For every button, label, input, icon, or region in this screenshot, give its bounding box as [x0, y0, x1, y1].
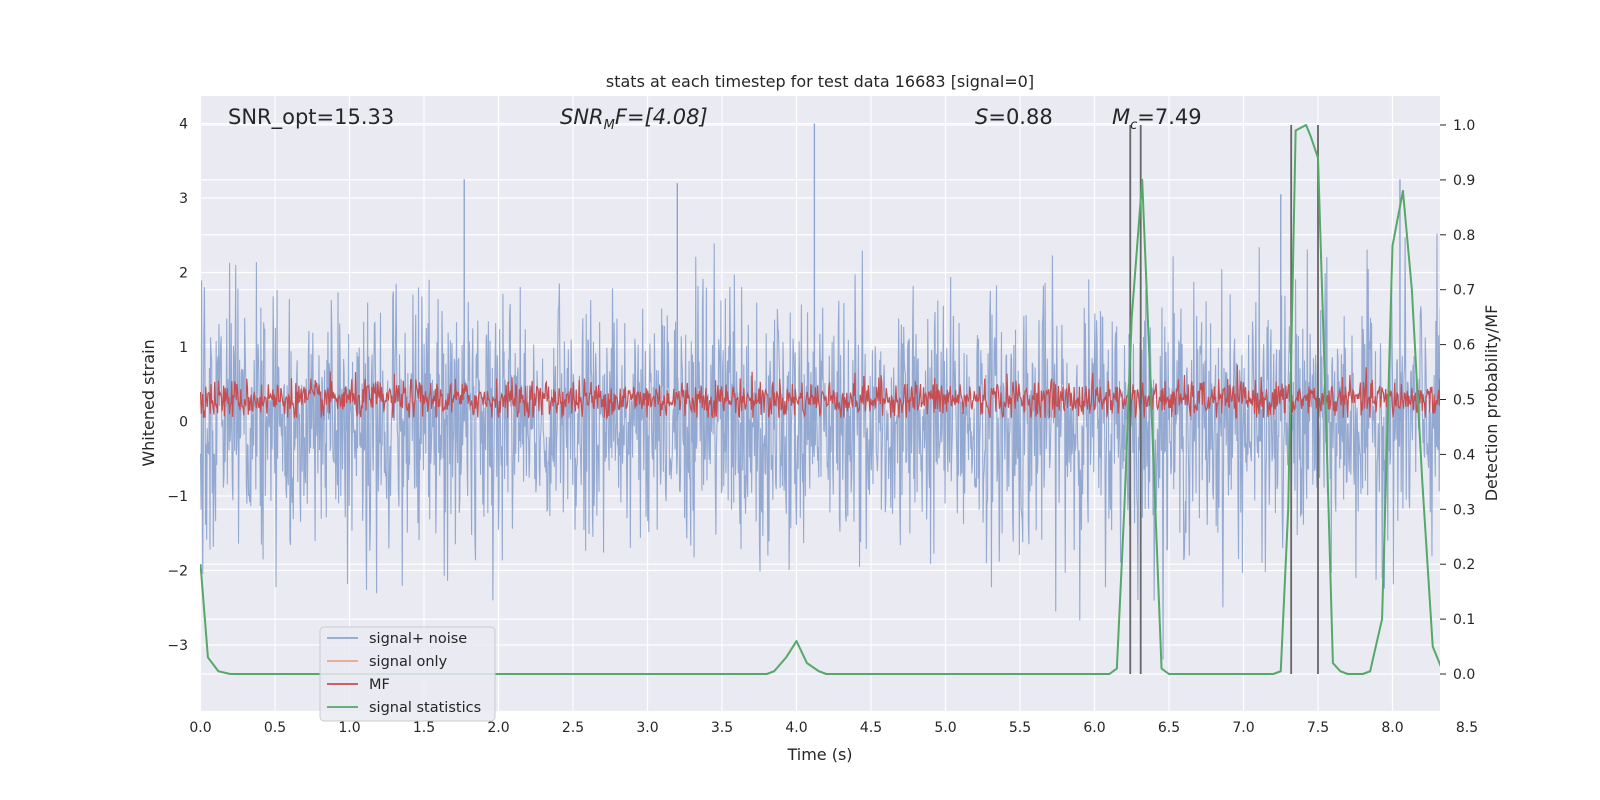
legend-box: [319, 626, 496, 722]
legend-label-signal-statistics: signal statistics: [369, 700, 481, 716]
x-tick-label: 6.0: [1083, 720, 1105, 736]
x-axis-title: Time (s): [786, 745, 852, 764]
y2-tick-label: 0.7: [1453, 283, 1475, 299]
y2-tick-label: 1.0: [1453, 118, 1475, 134]
y-tick-label: −3: [167, 638, 188, 654]
annotation-mc: Mc=7.49: [1112, 105, 1202, 133]
x-tick-label: 5.0: [934, 720, 956, 736]
x-tick-label: 8.5: [1456, 720, 1478, 736]
y-tick-label: 2: [179, 266, 188, 282]
annotation-snr-opt: SNR_opt=15.33: [228, 105, 394, 130]
annotation-snr-mf: SNRMF=[4.08]: [560, 105, 708, 133]
series-signal-statistics: [200, 124, 1440, 675]
y2-tick-label: 0.0: [1453, 667, 1475, 683]
x-tick-label: 2.0: [487, 720, 509, 736]
y2-tick-label: 0.5: [1453, 393, 1475, 409]
x-tick-label: 0.0: [189, 720, 211, 736]
y-tick-label: 3: [179, 191, 188, 207]
y-tick-label: 0: [179, 415, 188, 431]
x-tick-label: 1.0: [338, 720, 360, 736]
legend-label-signal-noise: signal+ noise: [369, 631, 467, 647]
x-tick-label: 3.0: [636, 720, 658, 736]
chart-title: stats at each timestep for test data 166…: [606, 72, 1034, 91]
y2-axis-title: Detection probability/MF: [1482, 305, 1501, 502]
y2-tick-label: 0.3: [1453, 502, 1475, 518]
y-axis-title: Whitened strain: [139, 339, 158, 466]
legend-label-mf: MF: [369, 677, 390, 693]
x-tick-label: 8.0: [1381, 720, 1403, 736]
legend: signal+ noise signal only MF signal stat…: [319, 626, 496, 722]
y2-tick-label: 0.8: [1453, 228, 1475, 244]
x-tick-label: 7.0: [1232, 720, 1254, 736]
x-tick-label: 7.5: [1307, 720, 1329, 736]
y-tick-label: −2: [167, 564, 188, 580]
ticks: 0.0 0.5 1.0 1.5 2.0 2.5 3.0 3.5 4.0 4.5 5.0 5.5 6.0 6…: [167, 117, 1478, 737]
signal-statistics-line: [200, 124, 1440, 675]
y2-tick-label: 0.9: [1453, 173, 1475, 189]
x-tick-label: 0.5: [264, 720, 286, 736]
y2-tick-label: 0.1: [1453, 612, 1475, 628]
y-tick-label: −1: [167, 489, 188, 505]
x-tick-label: 1.5: [413, 720, 435, 736]
y2-tick-label: 0.6: [1453, 338, 1475, 354]
y-tick-label: 4: [179, 117, 188, 133]
annotation-s: S=0.88: [975, 105, 1053, 129]
x-tick-label: 4.0: [785, 720, 807, 736]
y-tick-label: 1: [179, 340, 188, 356]
x-tick-label: 5.5: [1009, 720, 1031, 736]
legend-label-signal-only: signal only: [369, 654, 448, 670]
y2-tick-label: 0.2: [1453, 557, 1475, 573]
x-tick-label: 2.5: [562, 720, 584, 736]
x-tick-label: 3.5: [711, 720, 733, 736]
x-tick-label: 4.5: [860, 720, 882, 736]
x-tick-label: 6.5: [1158, 720, 1180, 736]
y2-tick-label: 0.4: [1453, 447, 1475, 463]
